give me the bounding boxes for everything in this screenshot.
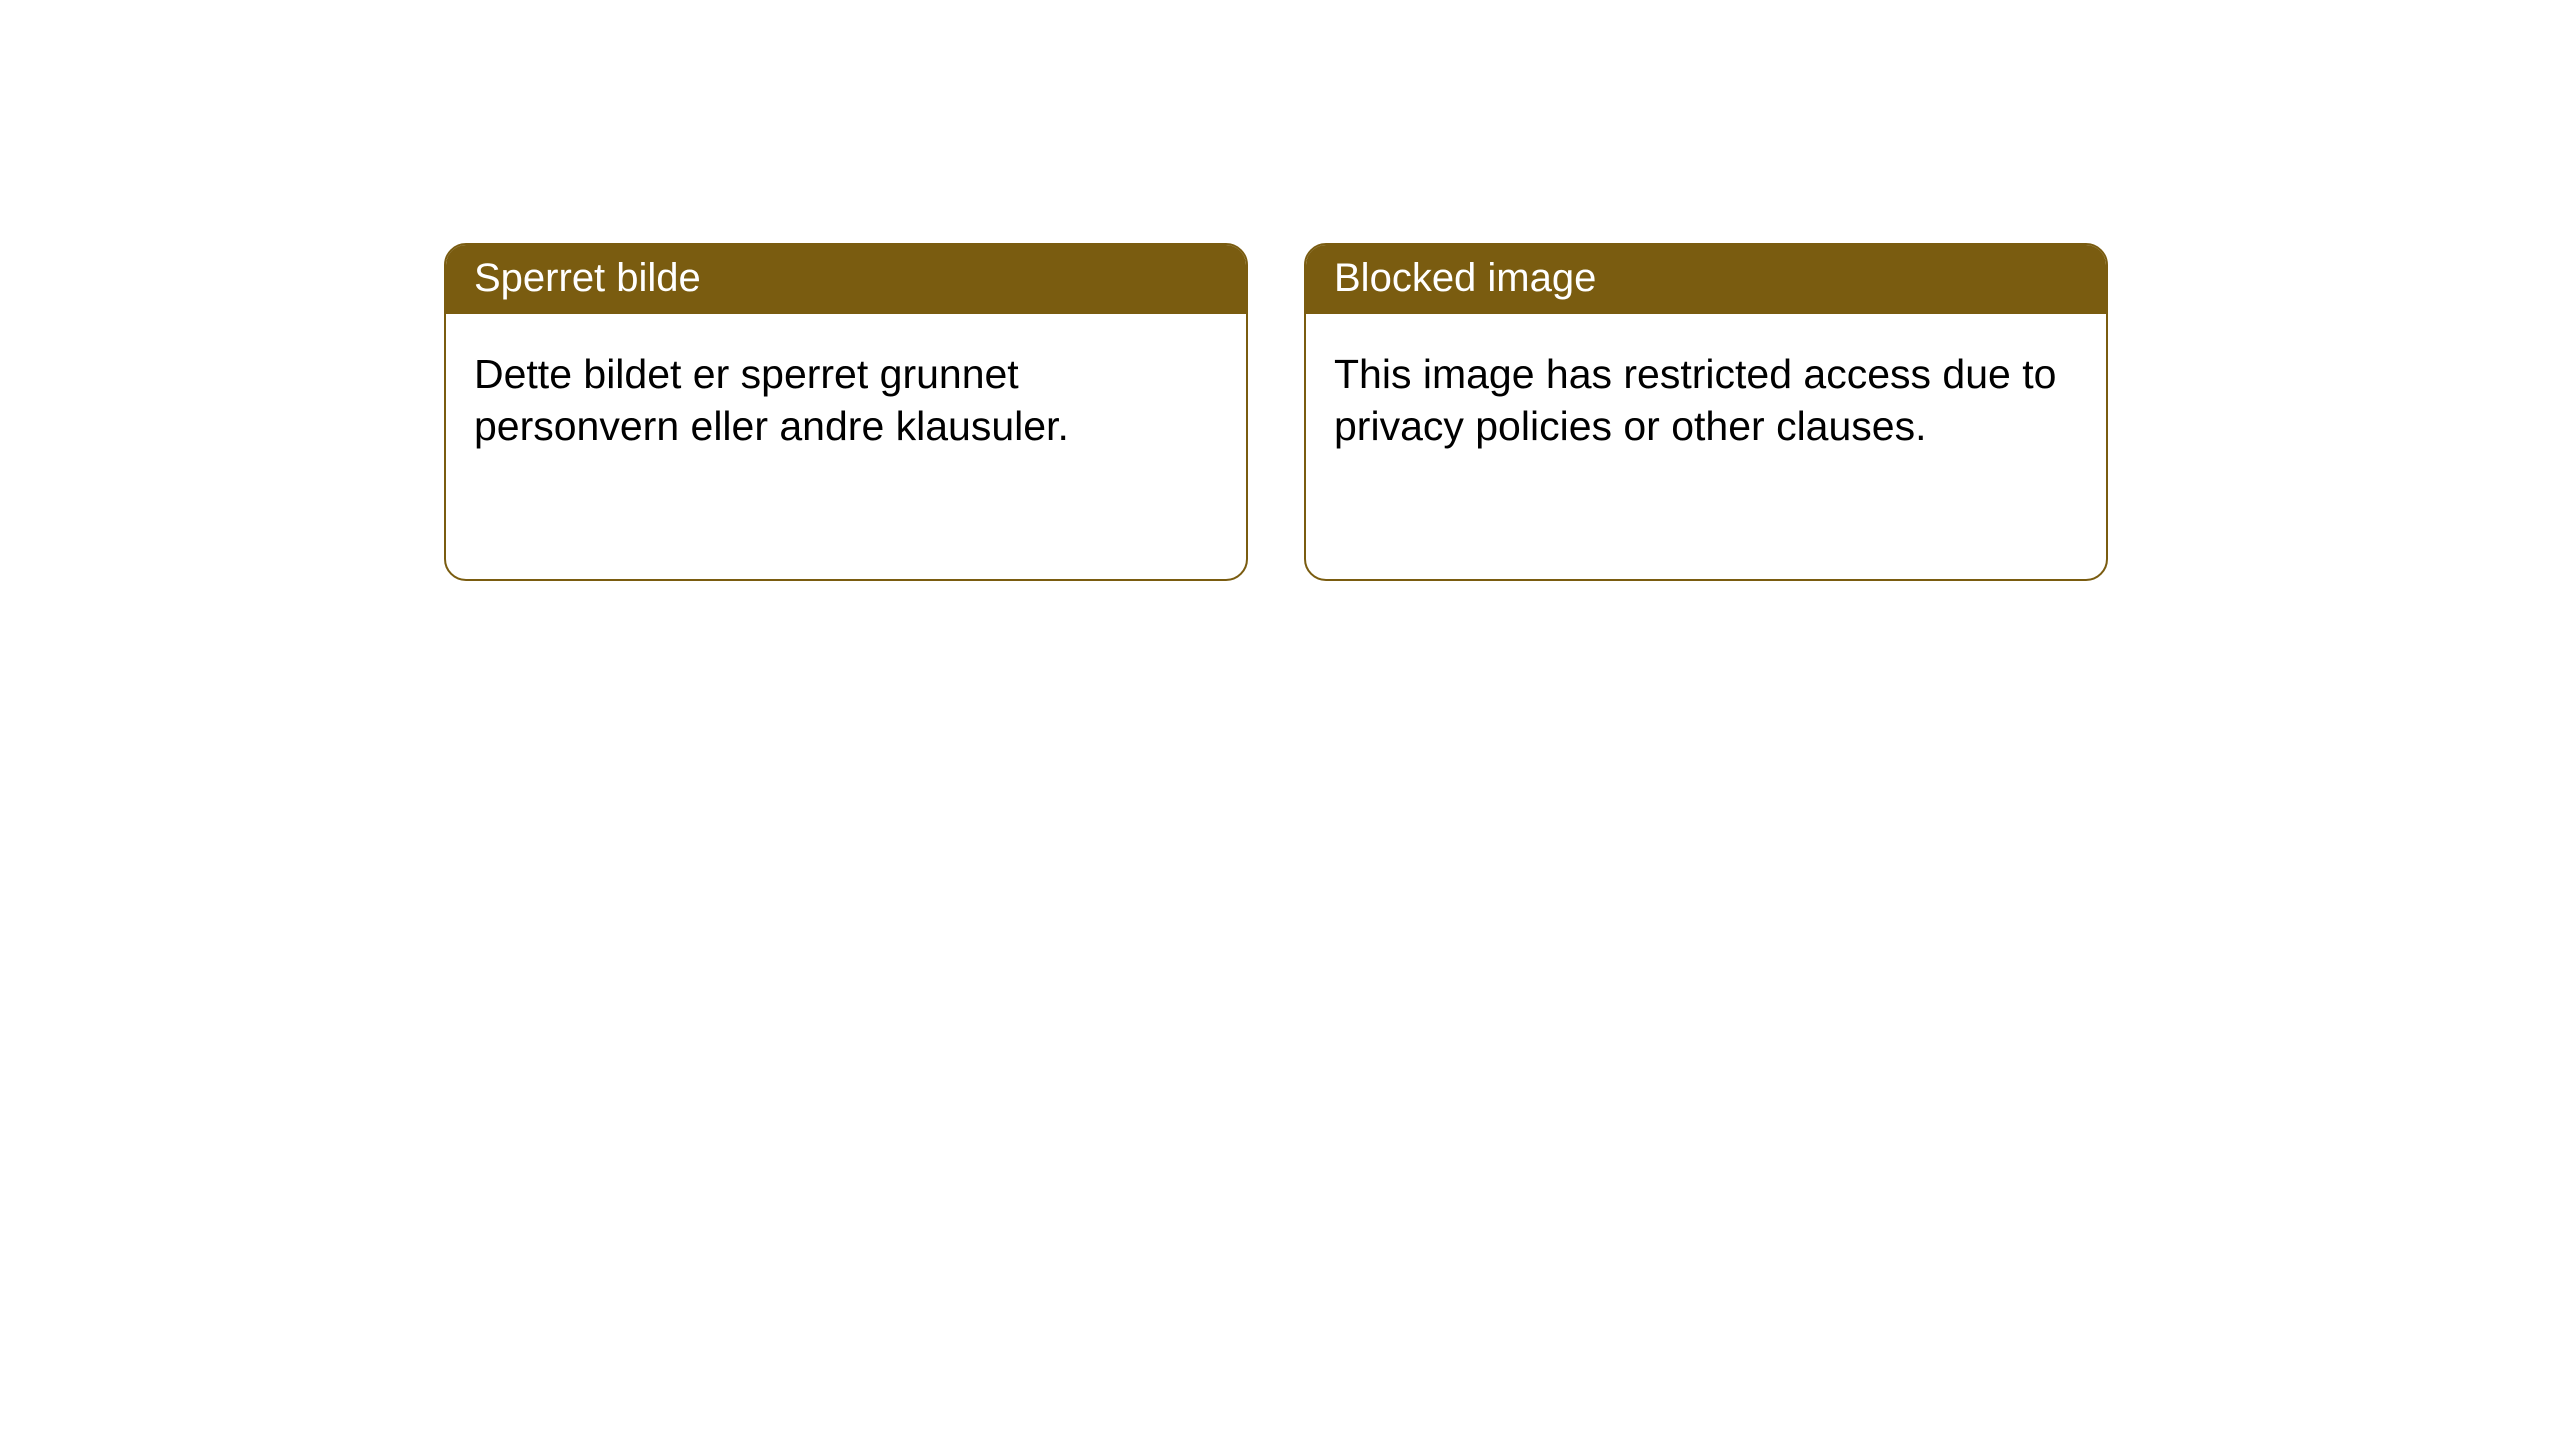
notice-card-norwegian: Sperret bilde Dette bildet er sperret gr… — [444, 243, 1248, 581]
notice-card-title: Blocked image — [1306, 245, 2106, 314]
notice-cards-container: Sperret bilde Dette bildet er sperret gr… — [0, 0, 2560, 581]
notice-card-english: Blocked image This image has restricted … — [1304, 243, 2108, 581]
notice-card-title: Sperret bilde — [446, 245, 1246, 314]
notice-card-body: Dette bildet er sperret grunnet personve… — [446, 314, 1246, 481]
notice-card-body: This image has restricted access due to … — [1306, 314, 2106, 481]
